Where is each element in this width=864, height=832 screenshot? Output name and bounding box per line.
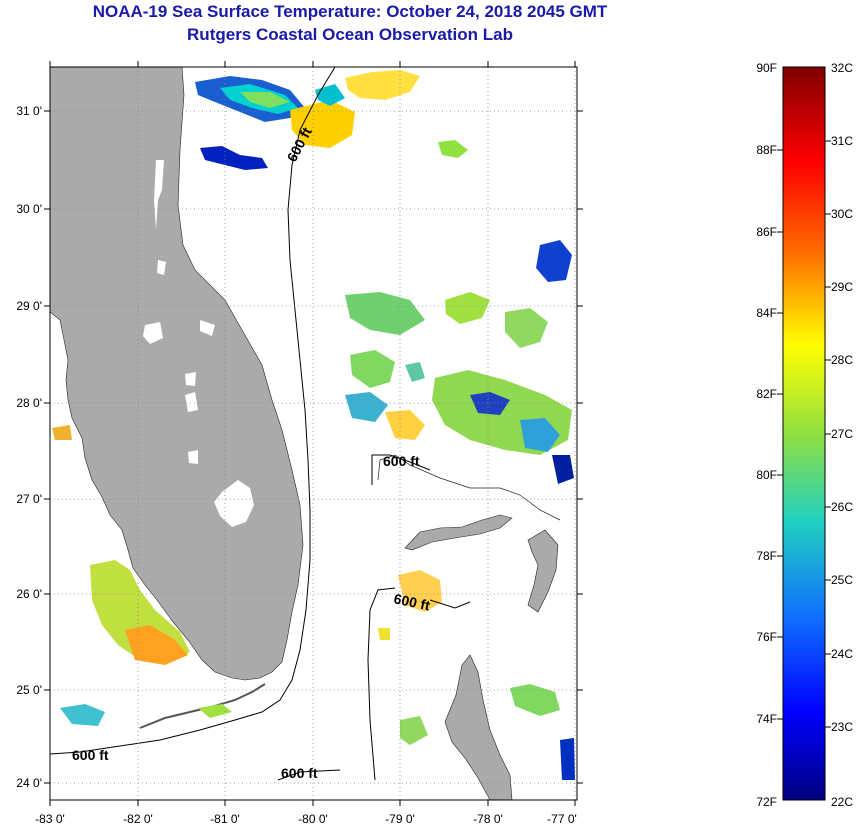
florida-land xyxy=(50,67,304,681)
map-title: NOAA-19 Sea Surface Temperature: October… xyxy=(92,2,608,21)
florida-keys xyxy=(139,683,266,729)
legend-f-label: 72F xyxy=(756,795,777,809)
legend-c-label: 25C xyxy=(831,573,853,587)
interior-lake xyxy=(185,392,198,412)
lat-label: 26 0' xyxy=(16,587,42,601)
lon-label: -78 0' xyxy=(473,812,503,826)
legend-colorbar xyxy=(782,66,826,801)
axis-ticks xyxy=(44,61,583,806)
legend-f-label: 90F xyxy=(756,61,777,75)
legend-f-label: 74F xyxy=(756,712,777,726)
lat-label: 25 0' xyxy=(16,683,42,697)
legend-f-label: 84F xyxy=(756,306,777,320)
abaco-island xyxy=(527,529,559,613)
map-subtitle: Rutgers Coastal Ocean Observation Lab xyxy=(187,25,513,44)
lat-label: 24 0' xyxy=(16,776,42,790)
legend-c-label: 28C xyxy=(831,353,853,367)
lat-label: 29 0' xyxy=(16,299,42,313)
legend-c-label: 24C xyxy=(831,647,853,661)
lon-label: -81 0' xyxy=(210,812,240,826)
lon-label: -80 0' xyxy=(298,812,328,826)
interior-lake xyxy=(143,322,163,344)
contour-label: 600 ft xyxy=(383,453,420,469)
sst-patches xyxy=(52,70,575,780)
legend-f-label: 82F xyxy=(756,387,777,401)
legend-c-label: 26C xyxy=(831,500,853,514)
legend-c-label: 32C xyxy=(831,61,853,75)
legend-c-label: 27C xyxy=(831,427,853,441)
legend-c-label: 31C xyxy=(831,134,853,148)
legend-c-label: 30C xyxy=(831,207,853,221)
legend-c-label: 22C xyxy=(831,795,853,809)
interior-lake xyxy=(200,320,215,336)
interior-lake xyxy=(188,450,198,464)
legend-f-label: 80F xyxy=(756,468,777,482)
lat-label: 28 0' xyxy=(16,396,42,410)
longitude-labels: -83 0' -82 0' -81 0' -80 0' -79 0' -78 0… xyxy=(35,812,577,826)
legend-fahrenheit: 90F 88F 86F 84F 82F 80F 78F 76F 74F 72F xyxy=(756,61,777,809)
legend-celsius: 32C 31C 30C 29C 28C 27C 26C 25C 24C 23C … xyxy=(831,61,853,809)
interior-lake xyxy=(154,160,164,230)
legend-ticks xyxy=(777,140,831,728)
lat-label: 30 0' xyxy=(16,202,42,216)
lake-okeechobee xyxy=(214,480,254,527)
legend-f-label: 88F xyxy=(756,143,777,157)
bahama-bank-outline xyxy=(377,454,561,521)
interior-lake xyxy=(185,372,196,386)
lon-label: -82 0' xyxy=(123,812,153,826)
latitude-labels: 31 0' 30 0' 29 0' 28 0' 27 0' 26 0' 25 0… xyxy=(16,104,42,790)
andros-island xyxy=(444,654,513,800)
contour-label: 600 ft xyxy=(281,765,318,781)
legend-f-label: 86F xyxy=(756,225,777,239)
lon-label: -83 0' xyxy=(35,812,65,826)
isobath-lines xyxy=(50,67,471,781)
contour-label: 600 ft xyxy=(72,747,109,763)
lon-label: -77 0' xyxy=(547,812,577,826)
legend-c-label: 23C xyxy=(831,720,853,734)
legend-c-label: 29C xyxy=(831,280,853,294)
lat-label: 31 0' xyxy=(16,104,42,118)
lat-label: 27 0' xyxy=(16,492,42,506)
grand-bahama xyxy=(404,514,513,551)
contour-label: 600 ft xyxy=(392,590,431,613)
legend-f-label: 76F xyxy=(756,630,777,644)
lon-label: -79 0' xyxy=(385,812,415,826)
interior-lake xyxy=(157,260,166,275)
legend-f-label: 78F xyxy=(756,549,777,563)
